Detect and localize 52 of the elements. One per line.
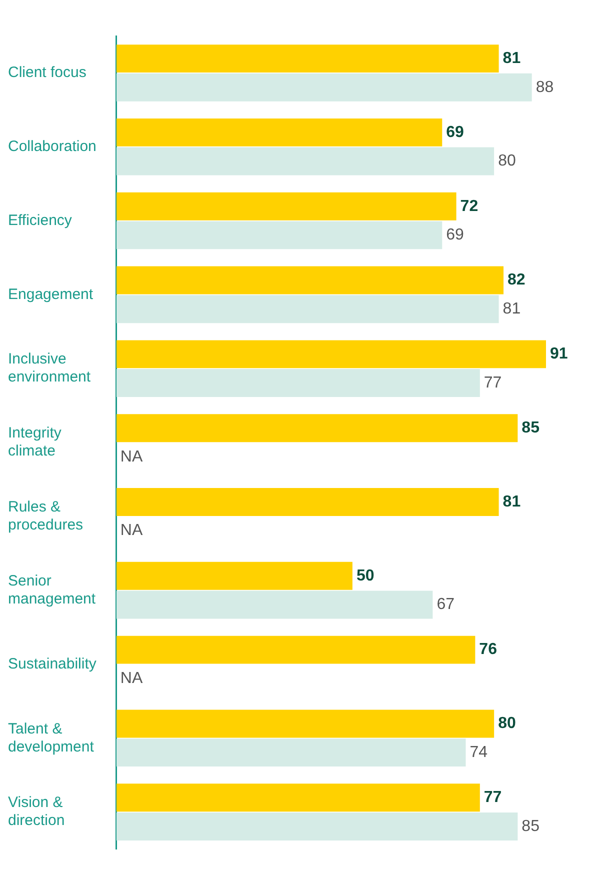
y-tick-label: Rules & procedures <box>8 498 84 534</box>
bar <box>116 710 494 738</box>
y-tick-label: Inclusive environment <box>8 350 92 386</box>
data-label: 77 <box>484 374 502 392</box>
bar <box>116 266 504 294</box>
text: NA <box>120 670 143 688</box>
bar <box>116 590 433 619</box>
y-tick-label: Talent & development <box>8 720 95 756</box>
bar <box>116 488 499 516</box>
y-tick-label: Engagement <box>8 286 94 303</box>
data-label: 91 <box>550 346 568 363</box>
data-label: 85 <box>522 419 540 436</box>
bar <box>116 73 532 102</box>
data-label: 81 <box>502 493 521 510</box>
bar <box>116 414 518 442</box>
data-label: 81 <box>502 50 521 67</box>
y-tick-label: Collaboration <box>8 138 96 156</box>
bar <box>116 221 442 250</box>
data-label: 88 <box>536 78 554 96</box>
bar <box>116 340 546 368</box>
y-tick-label: Sustainability <box>8 655 97 672</box>
data-label: 67 <box>436 596 455 614</box>
data-label: 50 <box>356 567 374 584</box>
data-label: 74 <box>470 744 488 761</box>
text: NA <box>120 448 143 466</box>
bar <box>116 562 352 590</box>
bar <box>116 784 480 812</box>
bar <box>116 636 476 664</box>
bar <box>116 295 499 324</box>
y-tick-label: Vision & direction <box>8 794 65 830</box>
data-label: 69 <box>446 124 464 141</box>
text: NA <box>120 522 143 540</box>
data-label: 85 <box>522 818 540 835</box>
y-tick-label: Efficiency <box>8 212 72 229</box>
bar <box>116 44 499 73</box>
bar <box>116 738 466 767</box>
bar <box>116 369 480 397</box>
y-tick-label: Client focus <box>8 64 86 82</box>
data-label: 77 <box>484 789 502 806</box>
data-label: 72 <box>460 198 478 215</box>
data-label: 81 <box>502 300 521 318</box>
data-label: 76 <box>479 641 498 658</box>
bar <box>116 812 518 840</box>
y-tick-label: Integrity climate <box>8 424 62 460</box>
data-label: 69 <box>446 226 464 244</box>
bar <box>116 118 442 146</box>
bar <box>116 147 494 176</box>
y-tick-label: Senior management <box>8 572 96 608</box>
data-label: 82 <box>508 272 526 289</box>
bar <box>116 192 456 220</box>
data-label: 80 <box>498 152 516 170</box>
data-label: 80 <box>498 715 516 732</box>
